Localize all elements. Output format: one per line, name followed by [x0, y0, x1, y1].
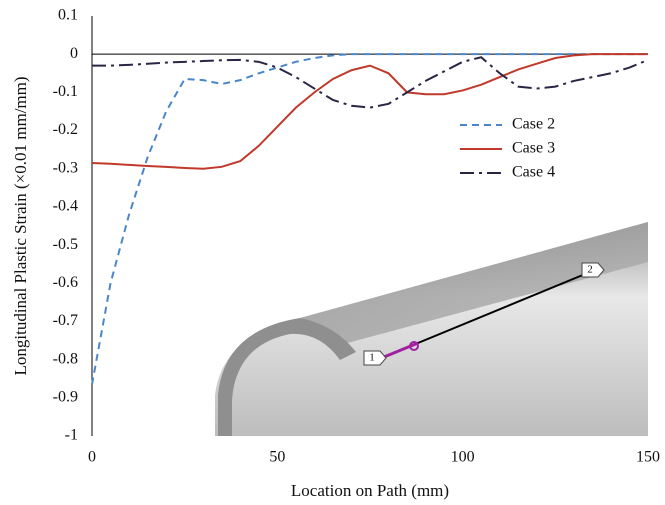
y-tick-label: -1 — [65, 427, 78, 444]
legend-label: Case 3 — [512, 140, 555, 157]
x-tick-label: 50 — [269, 449, 285, 466]
x-tick-label: 100 — [451, 449, 475, 466]
y-tick-label: -0.4 — [53, 198, 78, 215]
y-tick-label: -0.2 — [53, 121, 78, 138]
x-axis-label: Location on Path (mm) — [291, 481, 449, 500]
y-tick-label: -0.6 — [53, 274, 78, 291]
y-tick-label: -0.1 — [53, 83, 78, 100]
inset-pipe: 1 2 — [215, 222, 648, 436]
legend-label: Case 4 — [512, 164, 555, 181]
x-tick-label: 150 — [636, 449, 660, 466]
chart: 1 2 Location on Path (mm) Longitudinal P… — [0, 0, 665, 505]
line-series — [92, 54, 648, 169]
y-tick-label: -0.8 — [53, 350, 78, 367]
y-tick-label: -0.9 — [53, 388, 78, 405]
y-tick-label: 0 — [70, 45, 78, 62]
y-tick-label: -0.5 — [53, 236, 78, 253]
x-tick-label: 0 — [88, 449, 96, 466]
legend-label: Case 2 — [512, 116, 555, 133]
y-axis-label: Longitudinal Plastic Strain (×0.01 mm/mm… — [11, 76, 30, 375]
inset-label: 1 — [369, 352, 375, 364]
inset-label: 2 — [587, 264, 593, 276]
y-tick-label: 0.1 — [58, 7, 78, 24]
y-tick-label: -0.3 — [53, 159, 78, 176]
y-tick-label: -0.7 — [53, 312, 78, 329]
